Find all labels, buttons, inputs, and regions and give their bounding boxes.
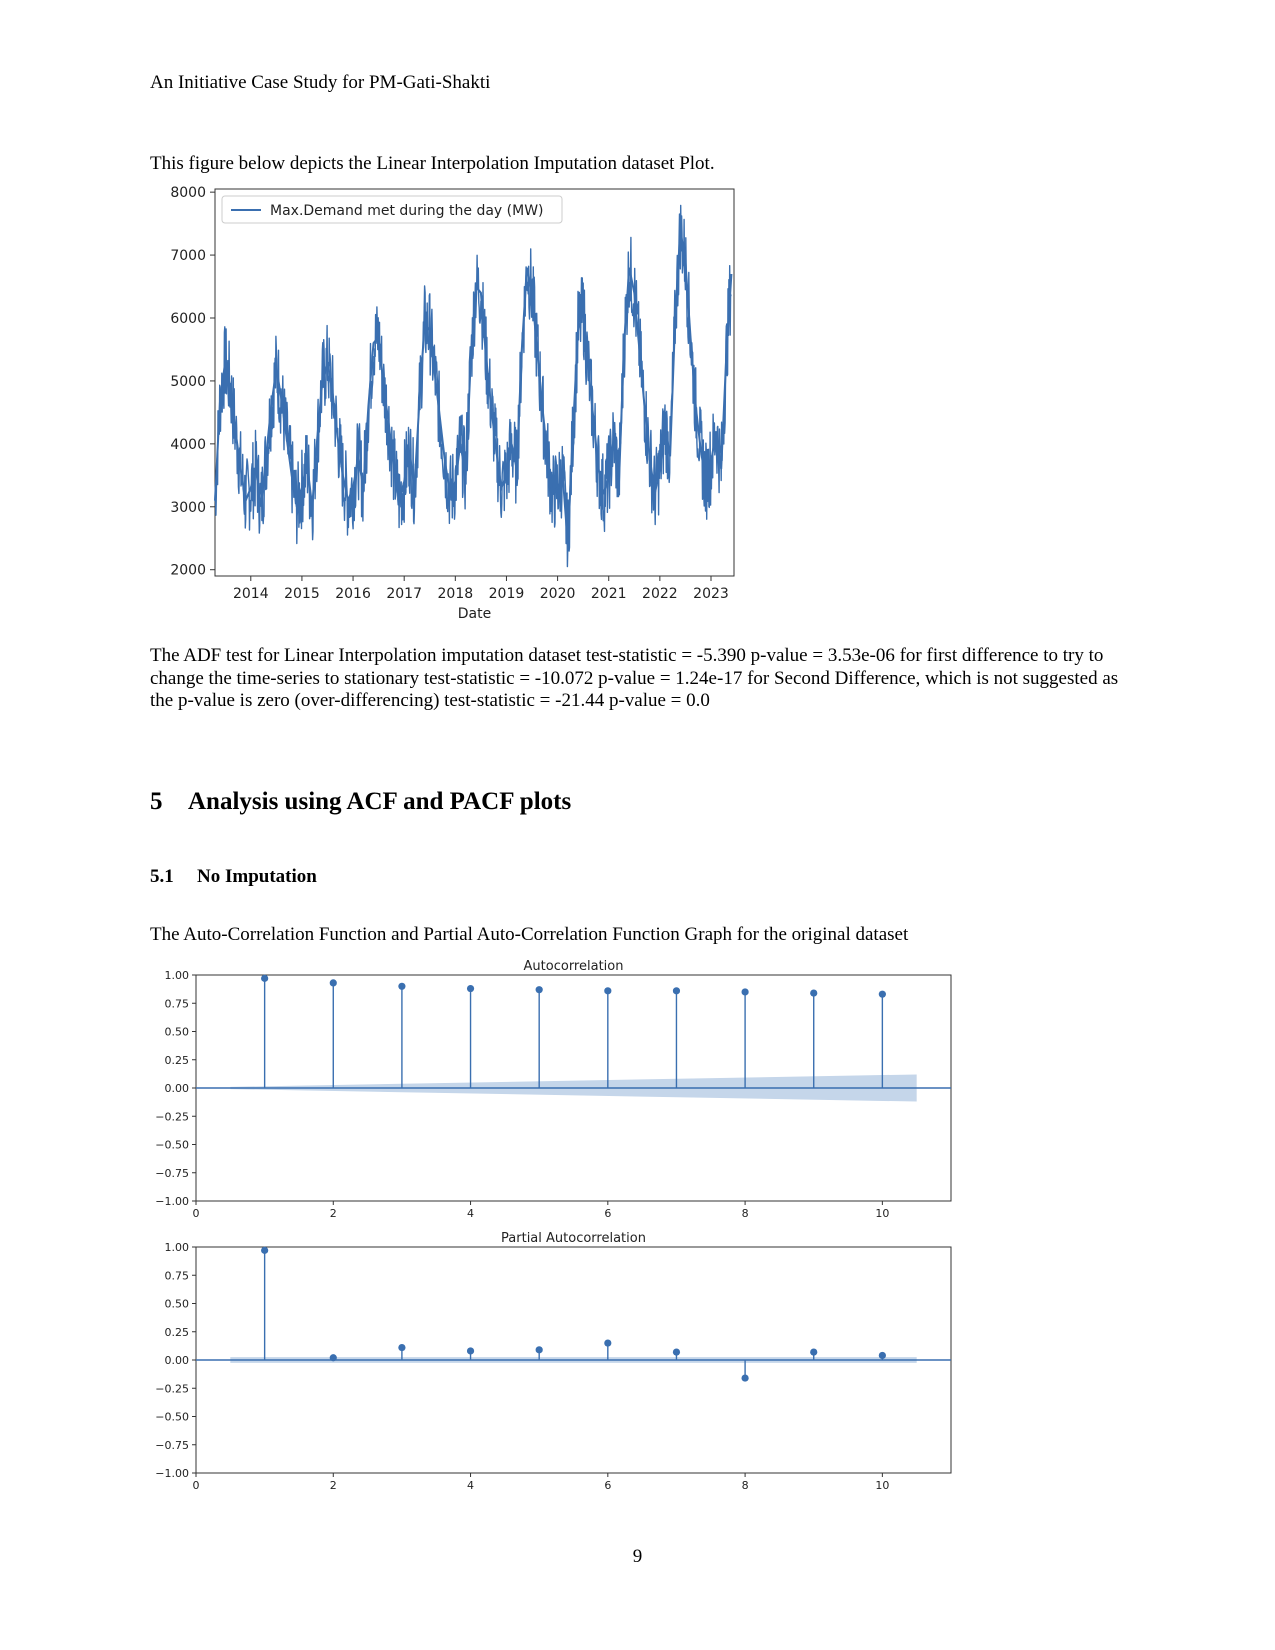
subsection-heading: 5.1 No Imputation	[150, 866, 317, 888]
demand-line-chart: 2000 3000 4000 5000 6000 7000 8000 2014 2015 2016…	[170, 185, 735, 622]
y-tick-label: 4000	[170, 437, 206, 453]
legend: Max.Demand met during the day (MW)	[221, 195, 563, 224]
acf-y-tick-label: −0.75	[155, 1167, 189, 1180]
pacf-x-tick-label: 2	[330, 1479, 337, 1492]
x-tick-label: 2017	[386, 586, 422, 602]
acf-x-tick-label: 6	[604, 1207, 611, 1220]
subsection-number: 5.1	[150, 866, 174, 887]
y-tick-label: 5000	[170, 374, 206, 390]
pacf-marker	[398, 1343, 406, 1352]
acf-marker	[261, 974, 269, 982]
acf-x-tick-label: 2	[330, 1207, 337, 1220]
acf-x-tick-label: 8	[742, 1207, 749, 1220]
running-header: An Initiative Case Study for PM-Gati-Sha…	[150, 72, 491, 93]
acf-y-tick-label: 0.75	[165, 997, 190, 1010]
pacf-y-tick-label: 1.00	[165, 1241, 190, 1254]
pacf-y-tick-label: 0.25	[165, 1326, 190, 1339]
acf-marker	[741, 988, 749, 996]
acf-marker	[329, 979, 337, 987]
pacf-x-tick-label: 8	[742, 1479, 749, 1492]
figure-intro-text: This figure below depicts the Linear Int…	[150, 153, 715, 174]
x-tick-label: 2016	[335, 586, 371, 602]
adf-test-paragraph: The ADF test for Linear Interpolation im…	[150, 645, 1119, 711]
pacf-x-tick-label: 6	[604, 1479, 611, 1492]
x-tick-label: 2018	[438, 586, 474, 602]
pacf-confidence-band	[230, 1357, 917, 1363]
pacf-y-tick-label: −1.00	[155, 1467, 189, 1480]
acf-y-tick-label: 0.50	[165, 1026, 190, 1039]
pacf-title: Partial Autocorrelation	[501, 1231, 646, 1246]
pacf-marker	[466, 1347, 475, 1355]
acf-marker	[672, 987, 681, 995]
section-title: Analysis using ACF and PACF plots	[188, 788, 572, 815]
x-tick-label: 2023	[693, 586, 729, 602]
pacf-y-tick-label: 0.50	[165, 1298, 190, 1311]
y-tick-label: 8000	[170, 185, 206, 201]
x-tick-label: 2021	[591, 586, 627, 602]
acf-title: Autocorrelation	[524, 959, 624, 974]
pacf-marker	[810, 1348, 818, 1356]
pacf-marker	[604, 1339, 612, 1347]
pacf-marker	[672, 1348, 681, 1356]
pacf-x-tick-label: 10	[875, 1479, 889, 1492]
x-tick-label: 2019	[489, 586, 525, 602]
pacf-marker	[741, 1374, 749, 1382]
pacf-x-tick-label: 4	[467, 1479, 474, 1492]
pacf-y-tick-label: −0.50	[155, 1411, 189, 1424]
pacf-y-tick-label: −0.25	[155, 1382, 189, 1395]
acf-marker	[466, 984, 475, 993]
acf-y-tick-label: 0.25	[165, 1054, 190, 1067]
pacf-y-tick-label: 0.00	[165, 1354, 190, 1367]
acf-y-tick-label: −0.50	[155, 1139, 189, 1152]
acf-pacf-caption: The Auto-Correlation Function and Partia…	[150, 924, 909, 945]
y-tick-label: 3000	[170, 500, 206, 516]
legend-label: Max.Demand met during the day (MW)	[270, 203, 544, 219]
pacf-marker	[878, 1351, 886, 1360]
x-tick-label: 2014	[233, 586, 269, 602]
pacf-marker	[535, 1346, 543, 1354]
y-tick-label: 7000	[170, 248, 206, 264]
x-tick-label: 2015	[284, 586, 320, 602]
acf-marker	[810, 989, 818, 997]
y-tick-label: 2000	[170, 563, 206, 579]
acf-marker	[398, 982, 406, 990]
pacf-x-tick-label: 0	[193, 1479, 200, 1492]
section-number: 5	[150, 788, 163, 815]
y-tick-label: 6000	[170, 311, 206, 327]
subsection-title: No Imputation	[197, 866, 317, 887]
acf-y-tick-label: 0.00	[165, 1082, 190, 1095]
plot-frame	[214, 188, 735, 577]
pacf-y-tick-label: −0.75	[155, 1439, 189, 1452]
acf-confidence-band	[230, 1074, 917, 1102]
acf-y-tick-label: 1.00	[165, 969, 190, 982]
legend-box	[221, 195, 563, 224]
acf-x-tick-label: 4	[467, 1207, 474, 1220]
acf-marker	[878, 990, 886, 998]
section-heading: 5 Analysis using ACF and PACF plots	[150, 787, 571, 817]
acf-x-tick-label: 0	[193, 1207, 200, 1220]
pacf-marker	[329, 1354, 337, 1362]
x-tick-label: 2022	[642, 586, 678, 602]
acf-marker	[604, 987, 612, 995]
series-line-texture	[214, 204, 732, 568]
acf-y-tick-label: −1.00	[155, 1195, 189, 1208]
series-line	[214, 229, 733, 545]
acf-y-tick-label: −0.25	[155, 1110, 189, 1123]
pacf-frame	[195, 1246, 952, 1474]
pacf-y-tick-label: 0.75	[165, 1269, 190, 1282]
page-number: 9	[632, 1546, 643, 1567]
acf-frame	[195, 974, 952, 1202]
x-tick-label: 2020	[540, 586, 576, 602]
pacf-marker	[261, 1246, 269, 1254]
acf-marker	[535, 986, 543, 994]
x-axis-label: Date	[458, 606, 491, 622]
acf-x-tick-label: 10	[875, 1207, 889, 1220]
